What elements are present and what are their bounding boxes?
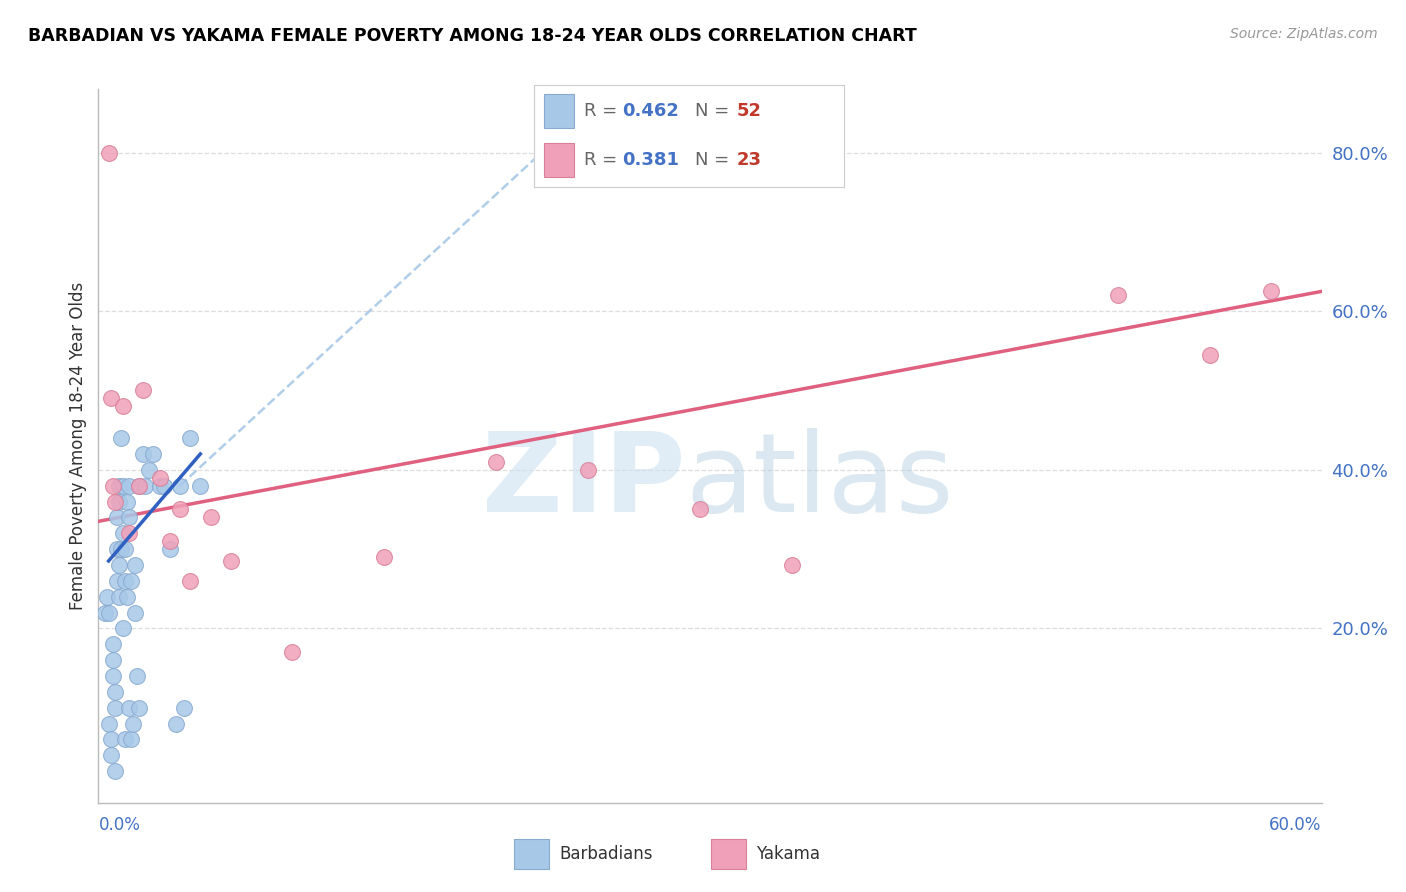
Bar bbox=[515, 839, 550, 869]
Text: N =: N = bbox=[695, 151, 735, 169]
Point bbox=[101, 478, 124, 492]
Text: 23: 23 bbox=[737, 151, 762, 169]
Point bbox=[138, 463, 160, 477]
Point bbox=[152, 478, 174, 492]
Point bbox=[93, 606, 115, 620]
Point bbox=[97, 606, 120, 620]
Point bbox=[97, 145, 120, 160]
Text: atlas: atlas bbox=[686, 428, 955, 535]
Point bbox=[101, 637, 124, 651]
Point bbox=[111, 478, 134, 492]
Point bbox=[219, 554, 242, 568]
Point bbox=[111, 526, 134, 541]
Point bbox=[100, 392, 122, 406]
Bar bbox=[544, 94, 575, 128]
Point bbox=[104, 764, 127, 778]
Point bbox=[124, 606, 146, 620]
Point bbox=[108, 558, 131, 572]
Text: Yakama: Yakama bbox=[756, 845, 820, 863]
Point bbox=[1198, 348, 1220, 362]
Text: 60.0%: 60.0% bbox=[1270, 816, 1322, 834]
Point bbox=[104, 494, 127, 508]
Point bbox=[373, 549, 395, 564]
Point bbox=[104, 685, 127, 699]
Point bbox=[105, 574, 128, 588]
Text: BARBADIAN VS YAKAMA FEMALE POVERTY AMONG 18-24 YEAR OLDS CORRELATION CHART: BARBADIAN VS YAKAMA FEMALE POVERTY AMONG… bbox=[28, 27, 917, 45]
Bar bbox=[711, 839, 747, 869]
Point bbox=[179, 431, 201, 445]
Point bbox=[1260, 285, 1282, 299]
Point bbox=[132, 384, 155, 398]
Point bbox=[118, 700, 141, 714]
Point bbox=[132, 447, 155, 461]
Point bbox=[120, 574, 142, 588]
Point bbox=[118, 526, 141, 541]
Text: ZIP: ZIP bbox=[482, 428, 686, 535]
Text: 0.0%: 0.0% bbox=[98, 816, 141, 834]
Point bbox=[689, 502, 711, 516]
Point bbox=[188, 478, 212, 492]
Point bbox=[173, 700, 195, 714]
Point bbox=[127, 669, 149, 683]
Point bbox=[134, 478, 156, 492]
Point bbox=[105, 542, 128, 557]
Point bbox=[149, 471, 172, 485]
Text: R =: R = bbox=[583, 102, 623, 120]
Text: R =: R = bbox=[583, 151, 623, 169]
Point bbox=[101, 669, 124, 683]
Point bbox=[115, 494, 138, 508]
Point bbox=[128, 478, 150, 492]
Bar bbox=[544, 144, 575, 177]
Point bbox=[111, 621, 134, 635]
Point bbox=[114, 542, 136, 557]
Point bbox=[115, 590, 138, 604]
Point bbox=[149, 478, 172, 492]
Point bbox=[1107, 288, 1129, 302]
Text: 52: 52 bbox=[737, 102, 762, 120]
Point bbox=[159, 534, 181, 549]
Point bbox=[105, 510, 128, 524]
Point bbox=[169, 478, 191, 492]
Point bbox=[159, 542, 181, 557]
Point bbox=[96, 590, 118, 604]
Text: N =: N = bbox=[695, 102, 735, 120]
Point bbox=[101, 653, 124, 667]
Point bbox=[165, 716, 187, 731]
Point bbox=[108, 590, 131, 604]
Point bbox=[114, 732, 136, 747]
Point bbox=[128, 700, 150, 714]
Point bbox=[111, 400, 134, 414]
Point bbox=[97, 716, 120, 731]
Point bbox=[169, 502, 191, 516]
Point bbox=[124, 558, 146, 572]
Text: Source: ZipAtlas.com: Source: ZipAtlas.com bbox=[1230, 27, 1378, 41]
Point bbox=[120, 732, 142, 747]
Point bbox=[100, 748, 122, 763]
Point bbox=[114, 574, 136, 588]
Text: Barbadians: Barbadians bbox=[560, 845, 652, 863]
Point bbox=[485, 455, 508, 469]
Point bbox=[142, 447, 165, 461]
Point bbox=[576, 463, 599, 477]
Point bbox=[128, 478, 150, 492]
Point bbox=[179, 574, 201, 588]
Point bbox=[110, 431, 132, 445]
Y-axis label: Female Poverty Among 18-24 Year Olds: Female Poverty Among 18-24 Year Olds bbox=[69, 282, 87, 610]
Point bbox=[780, 558, 803, 572]
Text: 0.381: 0.381 bbox=[623, 151, 679, 169]
Point bbox=[281, 645, 304, 659]
Point bbox=[104, 700, 127, 714]
Point bbox=[122, 716, 145, 731]
Point bbox=[118, 478, 141, 492]
Point bbox=[118, 510, 141, 524]
Point bbox=[108, 494, 131, 508]
Text: 0.462: 0.462 bbox=[623, 102, 679, 120]
Point bbox=[110, 542, 132, 557]
Point bbox=[200, 510, 222, 524]
Point bbox=[100, 732, 122, 747]
Point bbox=[108, 478, 131, 492]
